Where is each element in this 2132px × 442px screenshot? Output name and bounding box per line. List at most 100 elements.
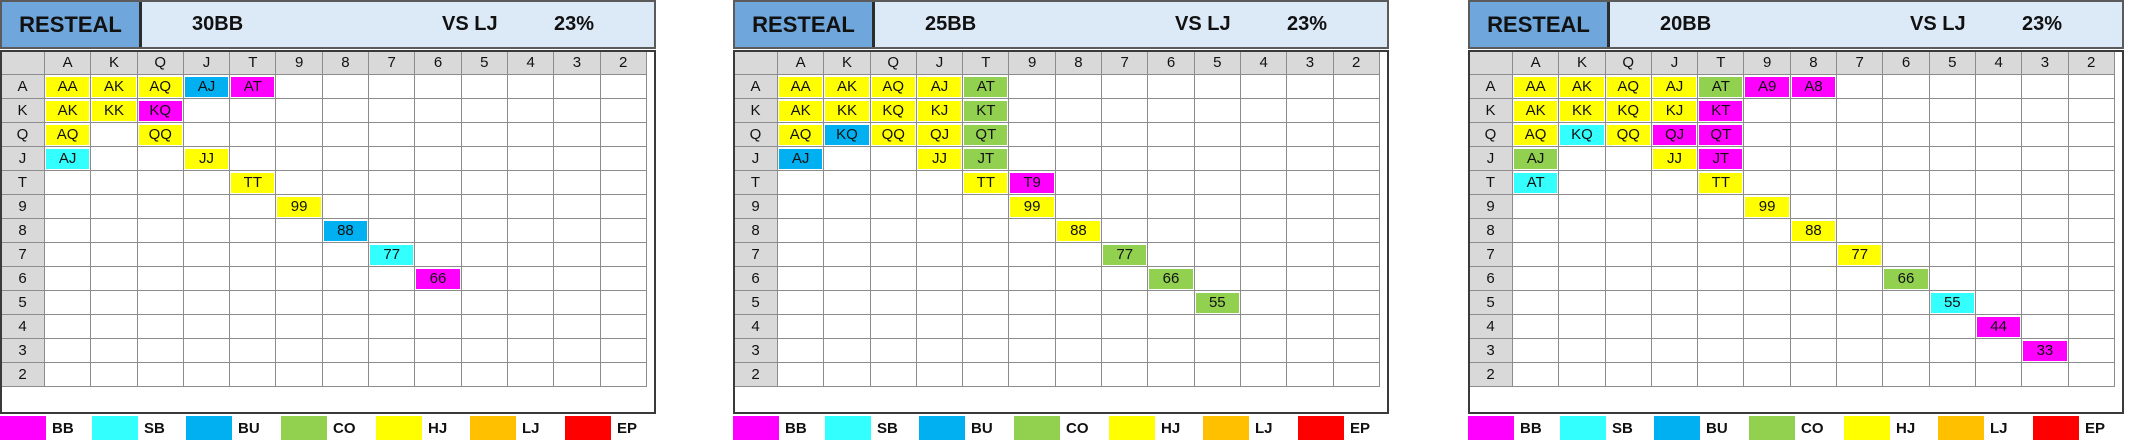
- legend-item-sb: SB: [1560, 416, 1633, 440]
- legend-item-lj: LJ: [1203, 416, 1273, 440]
- hand-cell: [1558, 194, 1606, 219]
- hand-label: KQ: [825, 124, 869, 145]
- hand-cell: [599, 266, 647, 291]
- hand-cell: [869, 242, 917, 267]
- row-rank-header: 8: [0, 218, 45, 243]
- row-rank-header: 3: [0, 338, 45, 363]
- hand-cell: [1147, 98, 1195, 123]
- row-rank-header: 5: [0, 290, 45, 315]
- column-rank-header: 9: [1008, 50, 1056, 75]
- hand-label: QT: [964, 124, 1008, 145]
- hand-cell: [43, 338, 92, 363]
- hand-cell: [1239, 218, 1288, 243]
- hand-cell: [869, 170, 917, 195]
- hand-cell: [1286, 242, 1334, 267]
- hand-cell: [2021, 146, 2069, 171]
- hand-range-grid: A K Q J T 9 8 7 6 5 4 3 2 A AA AK AQ AJ AT K AK KK KQ KJ KT Q AQ KQ…: [733, 50, 1380, 387]
- hand-cell: [1558, 314, 1606, 339]
- row-rank-header: K: [1468, 98, 1513, 123]
- hand-cell: [1882, 218, 1930, 243]
- hand-cell: KK: [823, 98, 871, 123]
- hand-cell: [553, 98, 601, 123]
- hand-cell: [1882, 242, 1930, 267]
- hand-cell: [1008, 266, 1056, 291]
- column-rank-header: K: [823, 50, 871, 75]
- hand-cell: [599, 74, 647, 99]
- hand-cell: [368, 338, 416, 363]
- hand-label: KK: [825, 100, 869, 121]
- hand-cell: 66: [1882, 266, 1930, 291]
- hand-cell: [1054, 242, 1103, 267]
- hand-cell: [1286, 314, 1334, 339]
- hand-cell: [1286, 218, 1334, 243]
- position-legend: BB SB BU CO HJ LJ EP: [733, 414, 1393, 442]
- hand-cell: [460, 338, 508, 363]
- hand-cell: [368, 290, 416, 315]
- hand-cell: [43, 170, 92, 195]
- hand-label: 55: [1930, 292, 1974, 313]
- column-rank-header: K: [1558, 50, 1606, 75]
- hand-cell: 55: [1928, 290, 1976, 315]
- hand-label: 44: [1976, 316, 2021, 337]
- hand-cell: [962, 266, 1010, 291]
- column-rank-header: 7: [368, 50, 416, 75]
- hand-cell: 88: [321, 218, 370, 243]
- hand-cell: QT: [1697, 122, 1745, 147]
- hand-cell: [275, 242, 323, 267]
- hand-cell: [182, 98, 231, 123]
- hand-cell: [414, 74, 462, 99]
- hand-cell: [1101, 122, 1149, 147]
- legend-swatch: [1109, 416, 1155, 440]
- hand-cell: [2067, 146, 2115, 171]
- legend-item-bu: BU: [186, 416, 260, 440]
- hand-label: AQ: [871, 76, 915, 97]
- hand-cell: [229, 98, 277, 123]
- grid-corner: [0, 50, 45, 75]
- hand-cell: [2067, 98, 2115, 123]
- hand-cell: [368, 218, 416, 243]
- hand-cell: [1147, 314, 1195, 339]
- column-rank-header: Q: [869, 50, 917, 75]
- hand-cell: [962, 314, 1010, 339]
- hand-cell: AK: [823, 74, 871, 99]
- hand-cell: [1928, 266, 1976, 291]
- hand-cell: [414, 170, 462, 195]
- hand-cell: [414, 98, 462, 123]
- row-rank-header: T: [1468, 170, 1513, 195]
- hand-cell: [275, 170, 323, 195]
- column-rank-header: 3: [1286, 50, 1334, 75]
- hand-cell: [275, 266, 323, 291]
- hand-cell: [962, 338, 1010, 363]
- hand-label: AJ: [184, 76, 229, 97]
- hand-cell: [1008, 338, 1056, 363]
- legend-item-hj: HJ: [376, 416, 447, 440]
- hand-cell: [1743, 218, 1791, 243]
- hand-cell: [2067, 338, 2115, 363]
- hand-cell: [1286, 266, 1334, 291]
- hand-cell: [1193, 242, 1241, 267]
- row-rank-header: A: [733, 74, 778, 99]
- hand-cell: [321, 290, 370, 315]
- hand-cell: [1511, 266, 1560, 291]
- legend-label: HJ: [428, 419, 448, 437]
- hand-cell: [1928, 218, 1976, 243]
- hand-cell: [1743, 290, 1791, 315]
- hand-cell: [962, 362, 1010, 387]
- hand-cell: [460, 362, 508, 387]
- hand-cell: [368, 266, 416, 291]
- position-legend: BB SB BU CO HJ LJ EP: [0, 414, 660, 442]
- hand-cell: [1743, 242, 1791, 267]
- stack-size-label: 25BB: [925, 13, 977, 35]
- hand-cell: [368, 146, 416, 171]
- hand-cell: JT: [1697, 146, 1745, 171]
- hand-cell: [962, 218, 1010, 243]
- hand-cell: [1650, 266, 1699, 291]
- hand-cell: [1101, 218, 1149, 243]
- column-rank-header: 4: [1239, 50, 1288, 75]
- hand-cell: AJ: [1650, 74, 1699, 99]
- hand-cell: [1008, 122, 1056, 147]
- hand-cell: [1193, 122, 1241, 147]
- hand-cell: [1239, 290, 1288, 315]
- hand-label: JT: [1699, 148, 1743, 169]
- hand-cell: [915, 218, 964, 243]
